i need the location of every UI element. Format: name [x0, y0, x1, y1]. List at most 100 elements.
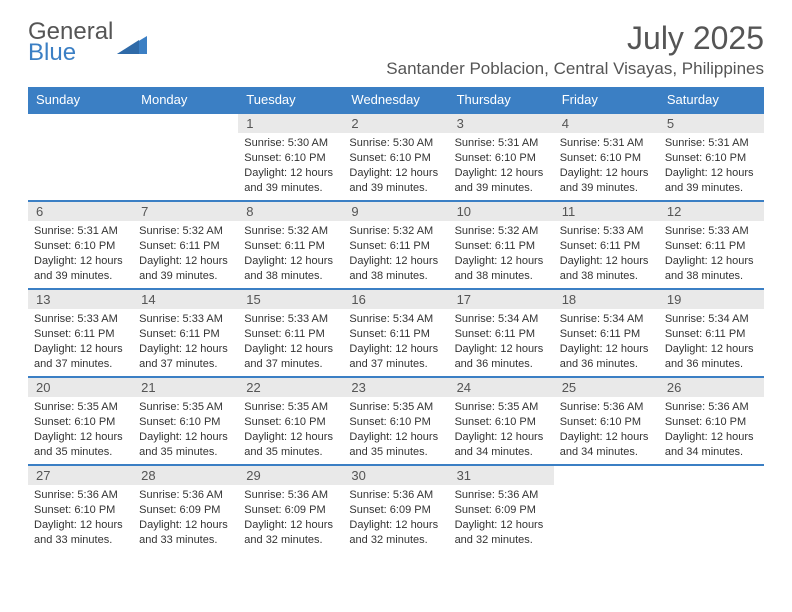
sunset-text: Sunset: 6:10 PM: [665, 151, 758, 166]
daylight-text: and 35 minutes.: [244, 445, 337, 460]
daylight-text: Daylight: 12 hours: [560, 166, 653, 181]
day-body: Sunrise: 5:36 AMSunset: 6:09 PMDaylight:…: [133, 485, 238, 551]
daylight-text: Daylight: 12 hours: [244, 342, 337, 357]
day-body: Sunrise: 5:34 AMSunset: 6:11 PMDaylight:…: [554, 309, 659, 375]
weekday-header: Friday: [554, 87, 659, 113]
sunrise-text: Sunrise: 5:36 AM: [349, 488, 442, 503]
daylight-text: Daylight: 12 hours: [665, 342, 758, 357]
weekday-header: Saturday: [659, 87, 764, 113]
sunset-text: Sunset: 6:11 PM: [139, 239, 232, 254]
sunrise-text: Sunrise: 5:35 AM: [139, 400, 232, 415]
day-number: 1: [238, 114, 343, 133]
day-number: 16: [343, 290, 448, 309]
daylight-text: and 32 minutes.: [244, 533, 337, 548]
day-body: Sunrise: 5:30 AMSunset: 6:10 PMDaylight:…: [238, 133, 343, 199]
day-cell: 14Sunrise: 5:33 AMSunset: 6:11 PMDayligh…: [133, 289, 238, 377]
calendar-row: 27Sunrise: 5:36 AMSunset: 6:10 PMDayligh…: [28, 465, 764, 553]
day-number: 8: [238, 202, 343, 221]
day-body: Sunrise: 5:32 AMSunset: 6:11 PMDaylight:…: [238, 221, 343, 287]
sunrise-text: Sunrise: 5:31 AM: [665, 136, 758, 151]
day-body: Sunrise: 5:36 AMSunset: 6:09 PMDaylight:…: [343, 485, 448, 551]
title-block: July 2025 Santander Poblacion, Central V…: [386, 20, 764, 79]
daylight-text: and 39 minutes.: [349, 181, 442, 196]
day-cell: 2Sunrise: 5:30 AMSunset: 6:10 PMDaylight…: [343, 113, 448, 201]
sunrise-text: Sunrise: 5:33 AM: [34, 312, 127, 327]
sunset-text: Sunset: 6:09 PM: [455, 503, 548, 518]
sunrise-text: Sunrise: 5:35 AM: [455, 400, 548, 415]
weekday-header: Wednesday: [343, 87, 448, 113]
daylight-text: Daylight: 12 hours: [560, 342, 653, 357]
sunset-text: Sunset: 6:10 PM: [349, 151, 442, 166]
day-number: 9: [343, 202, 448, 221]
day-body: Sunrise: 5:36 AMSunset: 6:09 PMDaylight:…: [449, 485, 554, 551]
day-number: 27: [28, 466, 133, 485]
sunset-text: Sunset: 6:11 PM: [349, 239, 442, 254]
day-cell: 16Sunrise: 5:34 AMSunset: 6:11 PMDayligh…: [343, 289, 448, 377]
sunrise-text: Sunrise: 5:33 AM: [665, 224, 758, 239]
day-cell: 24Sunrise: 5:35 AMSunset: 6:10 PMDayligh…: [449, 377, 554, 465]
daylight-text: Daylight: 12 hours: [34, 430, 127, 445]
daylight-text: and 39 minutes.: [455, 181, 548, 196]
empty-cell: [554, 465, 659, 553]
day-cell: 26Sunrise: 5:36 AMSunset: 6:10 PMDayligh…: [659, 377, 764, 465]
daylight-text: and 35 minutes.: [139, 445, 232, 460]
sunrise-text: Sunrise: 5:35 AM: [34, 400, 127, 415]
day-cell: 31Sunrise: 5:36 AMSunset: 6:09 PMDayligh…: [449, 465, 554, 553]
sunset-text: Sunset: 6:10 PM: [455, 415, 548, 430]
calendar-row: 6Sunrise: 5:31 AMSunset: 6:10 PMDaylight…: [28, 201, 764, 289]
sunrise-text: Sunrise: 5:35 AM: [349, 400, 442, 415]
day-cell: 18Sunrise: 5:34 AMSunset: 6:11 PMDayligh…: [554, 289, 659, 377]
day-number: 31: [449, 466, 554, 485]
calendar-row: 20Sunrise: 5:35 AMSunset: 6:10 PMDayligh…: [28, 377, 764, 465]
daylight-text: and 39 minutes.: [34, 269, 127, 284]
daylight-text: Daylight: 12 hours: [349, 518, 442, 533]
day-cell: 28Sunrise: 5:36 AMSunset: 6:09 PMDayligh…: [133, 465, 238, 553]
daylight-text: and 33 minutes.: [139, 533, 232, 548]
sunset-text: Sunset: 6:10 PM: [34, 239, 127, 254]
daylight-text: and 32 minutes.: [455, 533, 548, 548]
daylight-text: Daylight: 12 hours: [665, 430, 758, 445]
sunrise-text: Sunrise: 5:36 AM: [244, 488, 337, 503]
daylight-text: and 33 minutes.: [34, 533, 127, 548]
day-body: Sunrise: 5:36 AMSunset: 6:10 PMDaylight:…: [659, 397, 764, 463]
sunrise-text: Sunrise: 5:32 AM: [455, 224, 548, 239]
sunset-text: Sunset: 6:11 PM: [665, 239, 758, 254]
daylight-text: Daylight: 12 hours: [455, 254, 548, 269]
day-cell: 27Sunrise: 5:36 AMSunset: 6:10 PMDayligh…: [28, 465, 133, 553]
day-cell: 13Sunrise: 5:33 AMSunset: 6:11 PMDayligh…: [28, 289, 133, 377]
sunset-text: Sunset: 6:09 PM: [244, 503, 337, 518]
daylight-text: and 37 minutes.: [139, 357, 232, 372]
day-cell: 3Sunrise: 5:31 AMSunset: 6:10 PMDaylight…: [449, 113, 554, 201]
sunset-text: Sunset: 6:10 PM: [34, 503, 127, 518]
sunset-text: Sunset: 6:11 PM: [560, 327, 653, 342]
sunrise-text: Sunrise: 5:34 AM: [665, 312, 758, 327]
daylight-text: and 39 minutes.: [560, 181, 653, 196]
day-body: Sunrise: 5:31 AMSunset: 6:10 PMDaylight:…: [28, 221, 133, 287]
sunset-text: Sunset: 6:10 PM: [665, 415, 758, 430]
day-number: 30: [343, 466, 448, 485]
day-body: Sunrise: 5:33 AMSunset: 6:11 PMDaylight:…: [28, 309, 133, 375]
day-cell: 17Sunrise: 5:34 AMSunset: 6:11 PMDayligh…: [449, 289, 554, 377]
weekday-header-row: Sunday Monday Tuesday Wednesday Thursday…: [28, 87, 764, 113]
daylight-text: and 37 minutes.: [349, 357, 442, 372]
sunset-text: Sunset: 6:10 PM: [244, 415, 337, 430]
day-number: 21: [133, 378, 238, 397]
day-body: Sunrise: 5:33 AMSunset: 6:11 PMDaylight:…: [659, 221, 764, 287]
daylight-text: Daylight: 12 hours: [349, 254, 442, 269]
day-number: 19: [659, 290, 764, 309]
sunrise-text: Sunrise: 5:33 AM: [139, 312, 232, 327]
daylight-text: and 37 minutes.: [244, 357, 337, 372]
sunrise-text: Sunrise: 5:32 AM: [139, 224, 232, 239]
daylight-text: Daylight: 12 hours: [244, 430, 337, 445]
weekday-header: Sunday: [28, 87, 133, 113]
sunrise-text: Sunrise: 5:34 AM: [349, 312, 442, 327]
day-cell: 7Sunrise: 5:32 AMSunset: 6:11 PMDaylight…: [133, 201, 238, 289]
day-body: Sunrise: 5:35 AMSunset: 6:10 PMDaylight:…: [28, 397, 133, 463]
sunset-text: Sunset: 6:10 PM: [244, 151, 337, 166]
day-number: 25: [554, 378, 659, 397]
day-number: 5: [659, 114, 764, 133]
sunrise-text: Sunrise: 5:36 AM: [34, 488, 127, 503]
sunset-text: Sunset: 6:09 PM: [349, 503, 442, 518]
brand-text: General Blue: [28, 20, 113, 65]
day-body: Sunrise: 5:33 AMSunset: 6:11 PMDaylight:…: [133, 309, 238, 375]
